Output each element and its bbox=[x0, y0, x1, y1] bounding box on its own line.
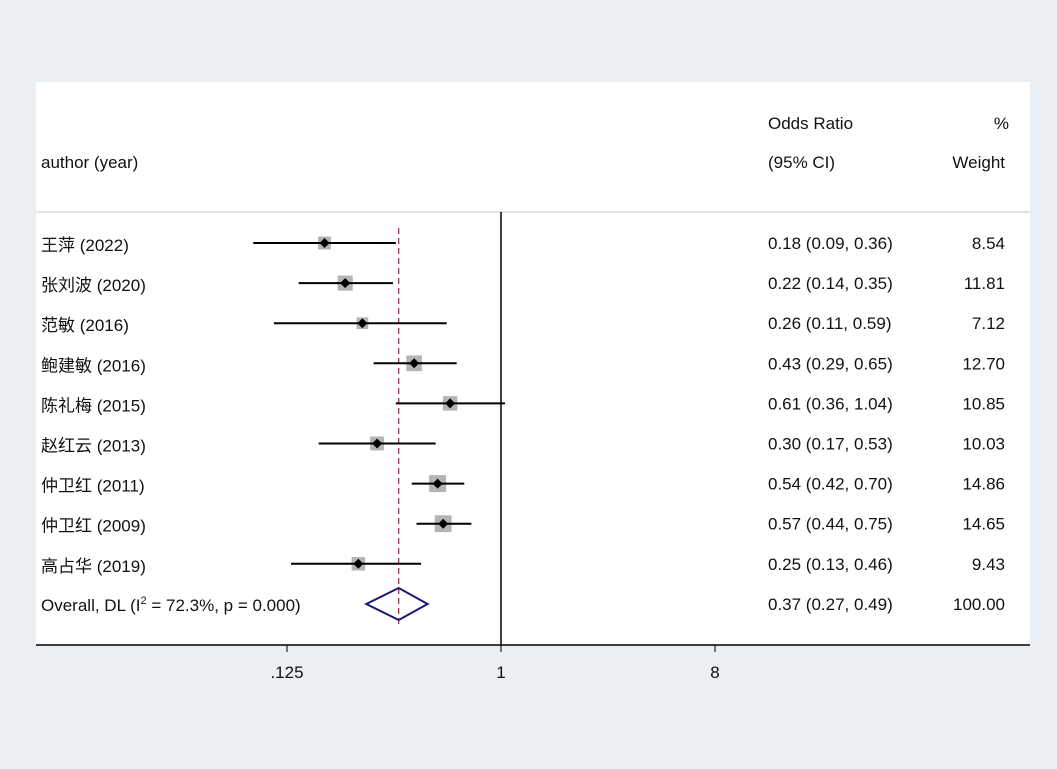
study-row: 高占华 (2019) 0.25 (0.13, 0.46) 9.43 bbox=[41, 555, 1005, 576]
ci-text: 0.43 (0.29, 0.65) bbox=[768, 354, 893, 373]
header-author-year: author (year) bbox=[41, 153, 138, 172]
header-odds-ratio: Odds Ratio bbox=[768, 114, 853, 133]
plot-panel bbox=[36, 82, 1030, 645]
study-label: 高占华 (2019) bbox=[41, 557, 146, 576]
x-tick-label: .125 bbox=[270, 663, 303, 682]
study-label: 鲍建敏 (2016) bbox=[41, 356, 146, 375]
weight-text: 14.86 bbox=[962, 475, 1005, 494]
ci-text: 0.57 (0.44, 0.75) bbox=[768, 515, 893, 534]
weight-text: 14.65 bbox=[962, 515, 1005, 534]
study-label: 范敏 (2016) bbox=[41, 316, 129, 335]
overall-diamond bbox=[364, 586, 430, 622]
header-percent: % bbox=[994, 114, 1009, 133]
x-tick-label: 1 bbox=[496, 663, 505, 682]
ci-text: 0.18 (0.09, 0.36) bbox=[768, 234, 893, 253]
ci-text: 0.30 (0.17, 0.53) bbox=[768, 435, 893, 454]
study-label: 仲卫红 (2011) bbox=[41, 477, 145, 496]
ci-text: 0.22 (0.14, 0.35) bbox=[768, 274, 893, 293]
point-estimate bbox=[438, 518, 449, 529]
study-row: 赵红云 (2013) 0.30 (0.17, 0.53) 10.03 bbox=[41, 435, 1005, 456]
study-row: 仲卫红 (2009) 0.57 (0.44, 0.75) 14.65 bbox=[41, 515, 1005, 536]
overall-label-prefix: Overall, DL (I bbox=[41, 596, 141, 615]
point-estimate bbox=[372, 438, 383, 449]
study-label: 仲卫红 (2009) bbox=[41, 517, 146, 536]
header-weight: Weight bbox=[952, 153, 1005, 172]
weight-text: 8.54 bbox=[972, 234, 1005, 253]
weight-text: 11.81 bbox=[964, 274, 1005, 293]
point-estimate bbox=[357, 318, 368, 329]
ci-text: 0.25 (0.13, 0.46) bbox=[768, 555, 893, 574]
study-row: 张刘波 (2020) 0.22 (0.14, 0.35) 11.81 bbox=[41, 274, 1005, 295]
overall-label-suffix: = 72.3%, p = 0.000) bbox=[147, 596, 301, 615]
x-tick-label: 8 bbox=[710, 663, 719, 682]
study-label: 张刘波 (2020) bbox=[41, 276, 146, 295]
weight-text: 10.85 bbox=[962, 394, 1005, 413]
overall-label: Overall, DL (I2 = 72.3%, p = 0.000) bbox=[41, 595, 301, 615]
study-row: 范敏 (2016) 0.26 (0.11, 0.59) 7.12 bbox=[41, 314, 1005, 335]
point-estimate bbox=[353, 558, 364, 569]
study-row: 王萍 (2022) 0.18 (0.09, 0.36) 8.54 bbox=[41, 234, 1005, 255]
study-label: 陈礼梅 (2015) bbox=[41, 396, 146, 415]
ci-text: 0.61 (0.36, 1.04) bbox=[768, 394, 893, 413]
point-estimate bbox=[445, 398, 456, 409]
weight-text: 12.70 bbox=[962, 354, 1005, 373]
study-row: 鲍建敏 (2016) 0.43 (0.29, 0.65) 12.70 bbox=[41, 354, 1005, 375]
header-95ci: (95% CI) bbox=[768, 153, 835, 172]
weight-text: 10.03 bbox=[962, 435, 1005, 454]
ci-text: 0.54 (0.42, 0.70) bbox=[768, 475, 893, 494]
point-estimate bbox=[409, 358, 420, 369]
point-estimate bbox=[432, 478, 443, 489]
point-estimate bbox=[340, 278, 351, 289]
overall-label-sup: 2 bbox=[141, 595, 147, 607]
overall-row: Overall, DL (I2 = 72.3%, p = 0.000) 0.37 … bbox=[41, 586, 1005, 622]
study-label: 王萍 (2022) bbox=[41, 236, 129, 255]
overall-ci-text: 0.37 (0.27, 0.49) bbox=[768, 595, 893, 614]
study-label: 赵红云 (2013) bbox=[41, 437, 146, 456]
study-row: 仲卫红 (2011) 0.54 (0.42, 0.70) 14.86 bbox=[41, 475, 1005, 496]
overall-weight-text: 100.00 bbox=[953, 595, 1005, 614]
weight-text: 7.12 bbox=[972, 314, 1005, 333]
study-row: 陈礼梅 (2015) 0.61 (0.36, 1.04) 10.85 bbox=[41, 394, 1005, 415]
weight-text: 9.43 bbox=[972, 555, 1005, 574]
ci-text: 0.26 (0.11, 0.59) bbox=[768, 314, 892, 333]
point-estimate bbox=[319, 238, 330, 248]
